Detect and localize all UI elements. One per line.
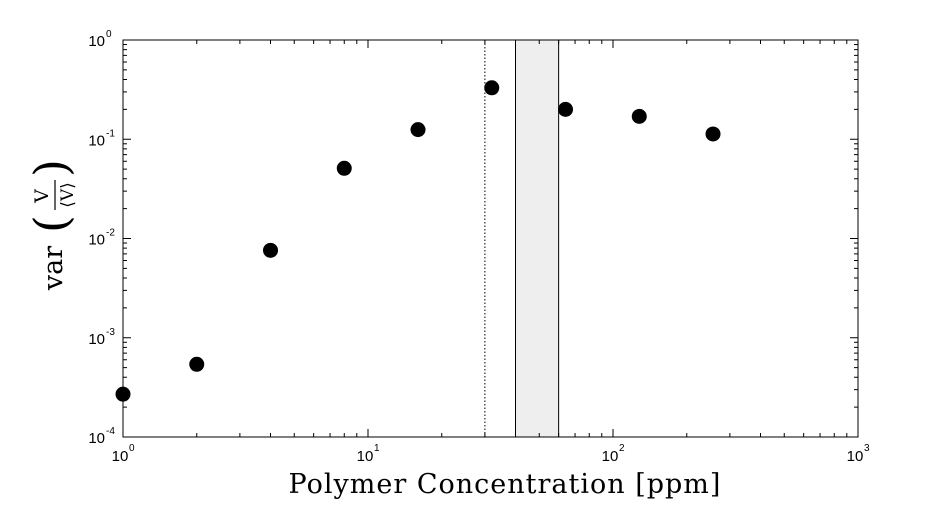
- y-label-numerator: V: [31, 189, 53, 204]
- y-tick-label: 10 -1: [88, 128, 115, 149]
- y-tick-label: 10 0: [88, 29, 112, 50]
- y-label-denominator: ⟨V⟩: [58, 182, 78, 208]
- y-tick-exponent: -3: [106, 327, 115, 338]
- x-tick-exponent: 1: [374, 443, 380, 454]
- x-tick-label: 10 0: [112, 443, 135, 465]
- x-axis-label: Polymer Concentration [ppm]: [289, 469, 722, 500]
- y-tick-exponent: -4: [106, 426, 115, 437]
- data-point: [410, 122, 426, 138]
- data-point: [705, 126, 721, 142]
- y-tick-base: 10: [88, 232, 105, 249]
- y-tick-base: 10: [88, 132, 105, 149]
- data-points: [115, 80, 721, 402]
- tick-marks: [122, 39, 859, 438]
- x-tick-base: 10: [357, 448, 374, 465]
- x-tick-exponent: 0: [129, 443, 135, 454]
- y-label-prefix: var: [38, 246, 69, 291]
- y-tick-label: 10 -4: [88, 426, 115, 447]
- x-tick-exponent: 2: [619, 443, 625, 454]
- x-tick-labels: 10 0 10 1 10 2 10 3: [112, 443, 870, 465]
- y-tick-base: 10: [88, 331, 105, 348]
- x-tick-label: 10 2: [602, 443, 625, 465]
- y-tick-exponent: -1: [106, 128, 115, 139]
- x-tick-label: 10 3: [847, 443, 870, 465]
- x-tick-label: 10 1: [357, 443, 380, 465]
- data-point: [336, 160, 352, 176]
- data-point: [263, 242, 279, 258]
- y-label-paren-close: ): [24, 159, 78, 177]
- x-tick-base: 10: [112, 448, 129, 465]
- data-point: [484, 80, 500, 96]
- shaded-band: [515, 39, 560, 438]
- y-axis-label: var ( V ⟨V⟩ ): [24, 159, 78, 291]
- x-tick-base: 10: [847, 448, 864, 465]
- shaded-band-layer: [515, 39, 560, 438]
- y-label-paren-open: (: [24, 215, 78, 233]
- x-tick-base: 10: [602, 448, 619, 465]
- y-tick-base: 10: [88, 33, 105, 50]
- x-tick-exponent: 3: [864, 443, 870, 454]
- y-tick-exponent: -2: [106, 228, 115, 239]
- data-point: [631, 108, 647, 124]
- y-tick-exponent: 0: [106, 29, 112, 40]
- data-point: [189, 356, 205, 372]
- data-point: [115, 386, 131, 402]
- y-tick-label: 10 -3: [88, 327, 115, 348]
- plot-frame: [122, 39, 859, 438]
- y-tick-label: 10 -2: [88, 228, 115, 249]
- y-tick-base: 10: [88, 430, 105, 447]
- data-point: [558, 101, 574, 117]
